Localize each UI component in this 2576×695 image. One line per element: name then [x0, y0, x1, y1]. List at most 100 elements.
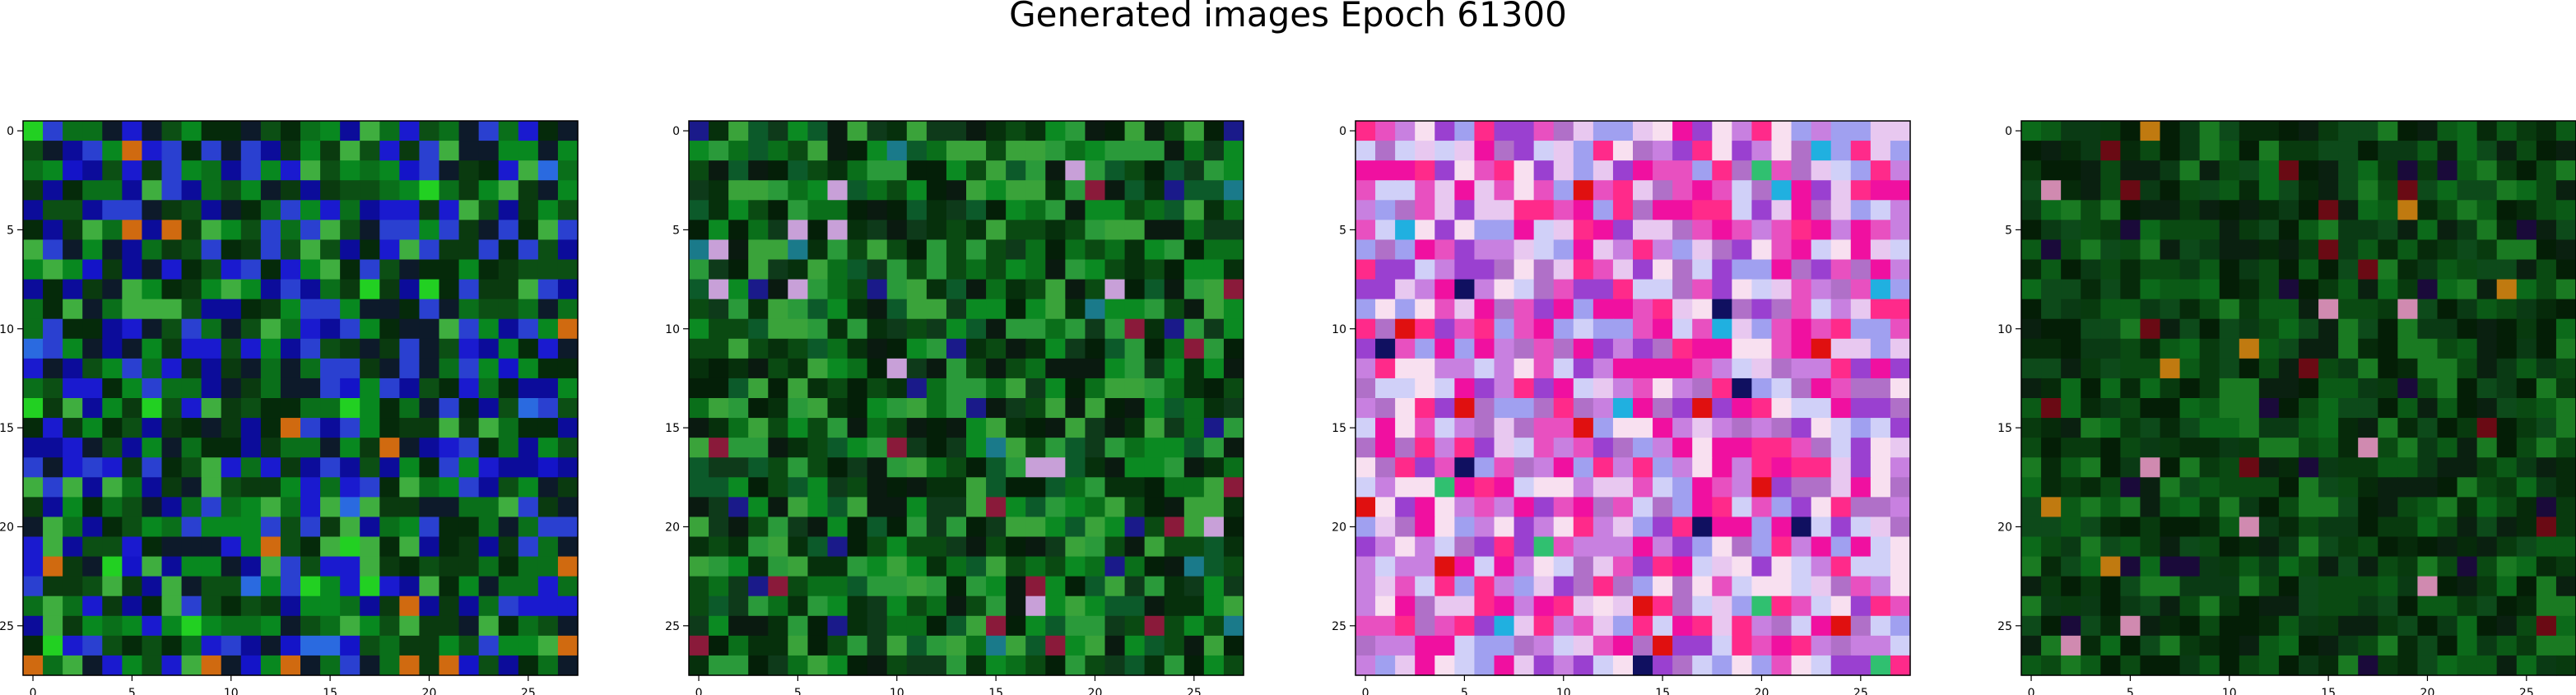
image-pixel — [1395, 635, 1416, 656]
image-pixel — [1751, 259, 1773, 280]
image-pixel — [946, 279, 967, 300]
image-pixel — [847, 200, 868, 220]
image-pixel — [1104, 576, 1126, 597]
image-pixel — [2021, 338, 2042, 359]
image-pixel — [1223, 200, 1244, 220]
image-pixel — [2358, 418, 2378, 438]
image-pixel — [2358, 180, 2378, 201]
image-pixel — [1065, 220, 1086, 241]
image-pixel — [1183, 378, 1205, 399]
image-pixel — [1672, 556, 1693, 577]
image-pixel — [1375, 595, 1396, 617]
image-pixel — [2179, 259, 2201, 280]
image-pixel — [1085, 517, 1106, 538]
image-pixel — [1395, 418, 1416, 438]
image-pixel — [1104, 418, 1126, 438]
image-pixel — [1355, 318, 1376, 340]
image-pixel — [1653, 358, 1673, 379]
image-pixel — [221, 358, 242, 379]
image-pixel — [2081, 556, 2101, 577]
image-pixel — [1395, 615, 1416, 637]
image-pixel — [807, 457, 829, 478]
image-pixel — [2140, 358, 2161, 379]
image-pixel — [2021, 121, 2042, 141]
image-pixel — [1811, 121, 1832, 141]
image-pixel — [2160, 457, 2181, 478]
image-pixel — [379, 259, 400, 280]
image-pixel — [1771, 576, 1793, 597]
image-pixel — [2081, 220, 2101, 241]
image-pixel — [23, 318, 44, 340]
image-pixel — [1514, 121, 1535, 141]
image-pixel — [201, 259, 222, 280]
image-pixel — [1065, 536, 1086, 558]
image-pixel — [886, 418, 908, 438]
image-pixel — [142, 595, 163, 617]
image-pixel — [1593, 438, 1614, 458]
image-pixel — [966, 338, 987, 359]
image-pixel — [2021, 517, 2042, 538]
image-pixel — [360, 457, 380, 478]
image-pixel — [709, 398, 729, 419]
image-pixel — [1533, 318, 1555, 340]
image-pixel — [221, 318, 242, 340]
image-pixel — [1612, 200, 1634, 220]
image-pixel — [986, 477, 1007, 498]
image-pixel — [23, 121, 44, 141]
image-pixel — [2140, 398, 2161, 419]
image-pixel — [709, 200, 729, 220]
image-pixel — [2160, 121, 2181, 141]
image-pixel — [320, 615, 341, 637]
image-pixel — [728, 378, 749, 399]
image-pixel — [2219, 536, 2240, 558]
image-pixel — [518, 200, 539, 220]
image-pixel — [2081, 457, 2101, 478]
image-pixel — [2299, 418, 2319, 438]
image-pixel — [2378, 517, 2398, 538]
image-pixel — [1732, 655, 1753, 676]
image-pixel — [1791, 239, 1812, 261]
image-pixel — [260, 121, 281, 141]
image-pixel — [2219, 418, 2240, 438]
image-pixel — [379, 576, 400, 597]
image-pixel — [300, 635, 321, 656]
image-pixel — [161, 239, 183, 261]
image-pixel — [2397, 477, 2419, 498]
image-pixel — [2278, 457, 2299, 478]
image-pixel — [379, 358, 400, 379]
image-pixel — [748, 536, 769, 558]
image-pixel — [1612, 418, 1634, 438]
image-pixel — [986, 635, 1007, 656]
image-pixel — [1124, 398, 1146, 419]
image-pixel — [557, 358, 579, 379]
image-pixel — [1791, 635, 1812, 656]
image-pixel — [1791, 576, 1812, 597]
image-pixel — [1164, 160, 1185, 181]
image-pixel — [2160, 338, 2181, 359]
image-pixel — [1355, 299, 1376, 320]
image-pixel — [2120, 477, 2141, 498]
image-pixel — [1454, 259, 1476, 280]
image-pixel — [379, 121, 400, 141]
image-pixel — [847, 438, 868, 458]
image-pixel — [1593, 279, 1614, 300]
image-pixel — [1653, 160, 1673, 181]
image-pixel — [2299, 457, 2319, 478]
image-pixel — [2417, 497, 2439, 518]
image-pixel — [1633, 141, 1653, 161]
image-pixel — [280, 378, 301, 399]
image-pixel — [161, 438, 183, 458]
image-pixel — [926, 121, 947, 141]
image-pixel — [1732, 220, 1753, 241]
image-pixel — [2516, 615, 2537, 637]
image-pixel — [2397, 141, 2419, 161]
image-pixel — [2278, 220, 2299, 241]
image-pixel — [23, 556, 44, 577]
image-pixel — [2081, 398, 2101, 419]
image-pixel — [827, 220, 849, 241]
image-pixel — [1454, 378, 1476, 399]
image-pixel — [340, 595, 360, 617]
image-pixel — [1692, 121, 1713, 141]
image-pixel — [240, 358, 262, 379]
image-pixel — [478, 180, 500, 201]
